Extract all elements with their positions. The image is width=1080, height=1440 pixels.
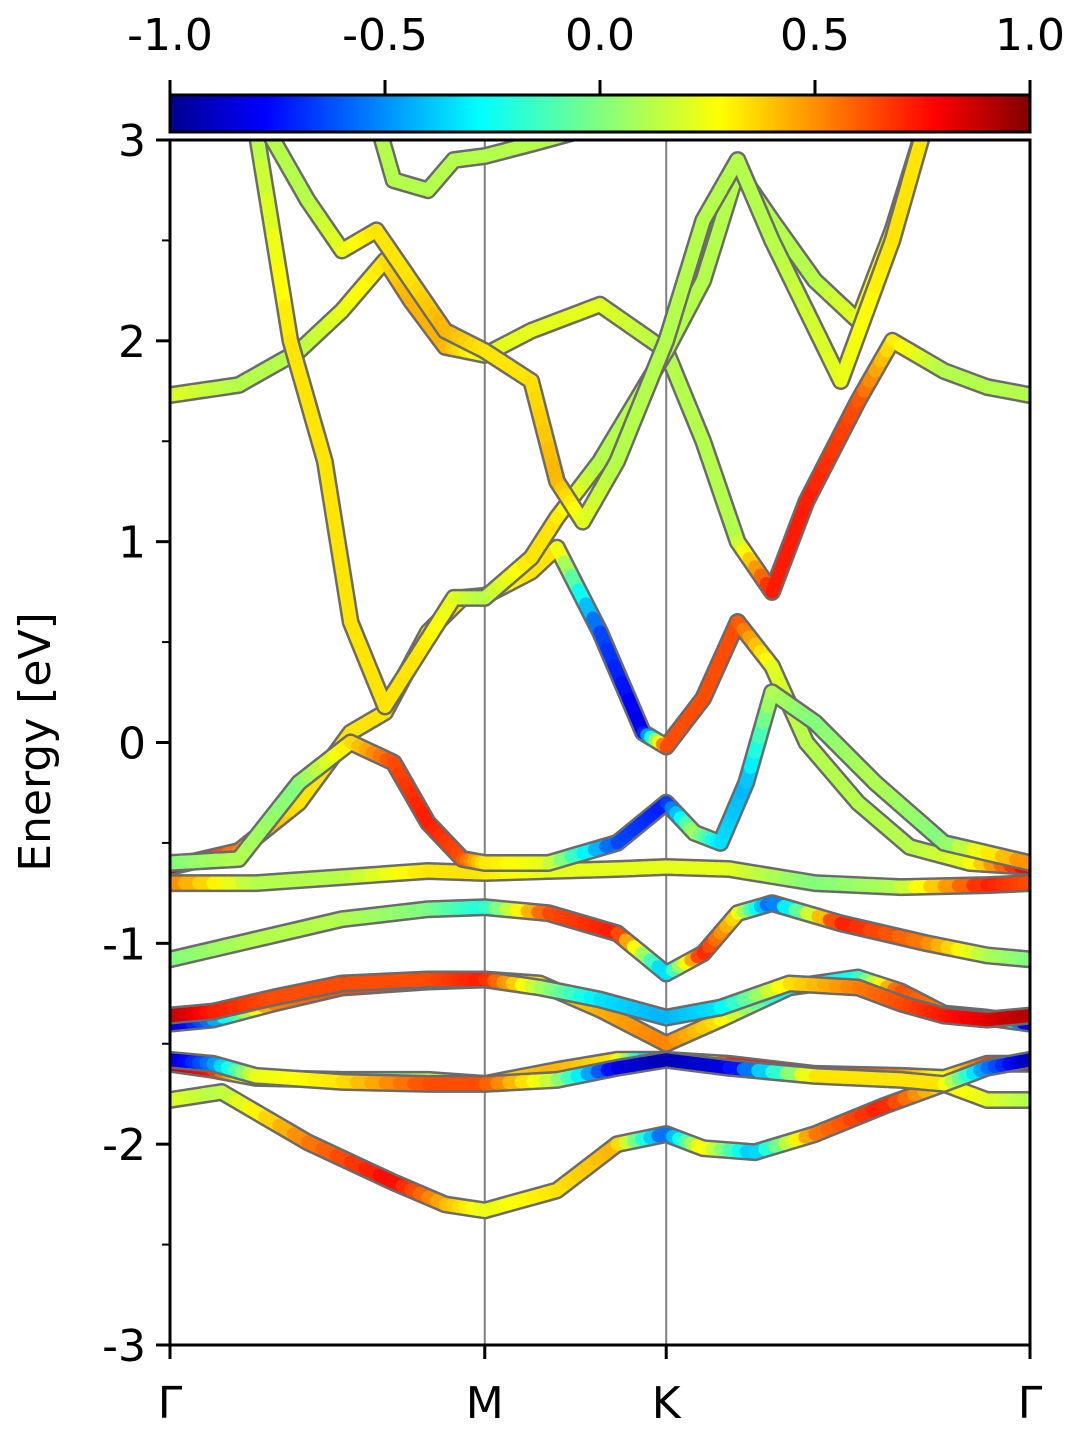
colorbar-ticks: -1.0 -0.5 0.0 0.5 1.0 bbox=[127, 10, 1065, 95]
y-tick-label: 3 bbox=[118, 116, 146, 167]
y-tick-label: 2 bbox=[118, 317, 146, 368]
band-series bbox=[170, 970, 1030, 1029]
colorbar-tick-label: -1.0 bbox=[127, 10, 213, 61]
band-segment bbox=[1009, 853, 1030, 870]
bands bbox=[170, 140, 1030, 1220]
y-axis-label: Energy [eV] bbox=[10, 612, 61, 872]
band-series bbox=[262, 140, 931, 531]
band-segment bbox=[551, 140, 570, 144]
x-tick-label: M bbox=[466, 1378, 504, 1429]
colorbar-gradient bbox=[168, 93, 1032, 134]
x-tick-label: Γ bbox=[158, 1378, 183, 1429]
colorbar-tick-label: 0.0 bbox=[565, 10, 635, 61]
colorbar-tick-label: 1.0 bbox=[995, 10, 1065, 61]
y-axis: 3 2 1 0 -1 -2 -3 bbox=[102, 116, 170, 1372]
band-series bbox=[170, 683, 1030, 872]
colorbar: -1.0 -0.5 0.0 0.5 1.0 bbox=[127, 10, 1065, 134]
x-tick-label: Γ bbox=[1018, 1378, 1043, 1429]
band-series bbox=[170, 1050, 1030, 1093]
plot-area: 3 2 1 0 -1 -2 -3 Γ M K Γ bbox=[102, 116, 1043, 1429]
y-tick-label: 0 bbox=[118, 719, 146, 770]
band-series bbox=[372, 140, 581, 200]
y-tick-label: -1 bbox=[102, 919, 146, 970]
colorbar-tick-label: 0.5 bbox=[780, 10, 850, 61]
y-tick-label: -2 bbox=[102, 1120, 146, 1171]
band-series bbox=[170, 858, 1030, 897]
band-series bbox=[170, 894, 1030, 983]
x-tick-label: K bbox=[652, 1378, 682, 1429]
colorbar-tick-label: -0.5 bbox=[342, 10, 428, 61]
band-series bbox=[248, 140, 930, 716]
y-tick-label: 1 bbox=[118, 518, 146, 569]
y-tick-label: -3 bbox=[102, 1321, 146, 1372]
